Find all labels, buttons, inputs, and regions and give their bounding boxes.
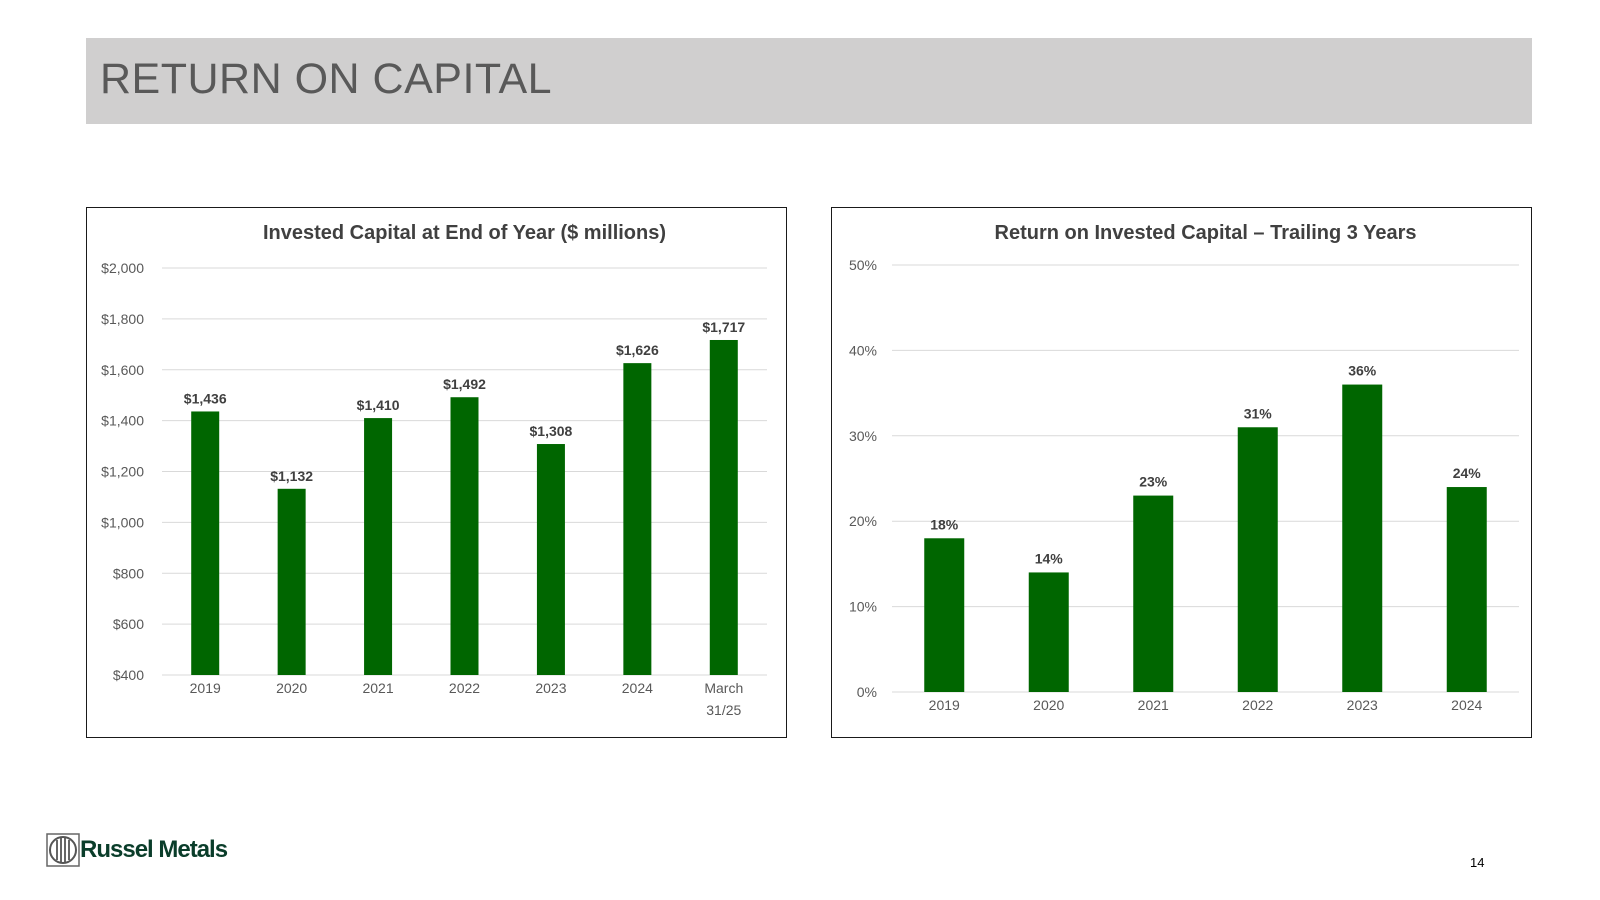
y-tick-label: 40% bbox=[849, 342, 877, 358]
x-tick-label: 2020 bbox=[276, 680, 307, 696]
slide-title-band: RETURN ON CAPITAL bbox=[86, 38, 1532, 124]
bar bbox=[1133, 495, 1174, 692]
bar bbox=[709, 339, 738, 675]
x-tick-label-line: 31/25 bbox=[706, 702, 741, 718]
x-tick-label: March 31/25 bbox=[704, 680, 743, 718]
data-label: $1,626 bbox=[616, 342, 659, 358]
y-tick-label: 50% bbox=[849, 257, 877, 273]
data-label: $1,410 bbox=[357, 397, 400, 413]
bar bbox=[450, 397, 479, 675]
bar bbox=[924, 538, 965, 692]
bar bbox=[1342, 384, 1383, 692]
x-tick-label-line: 2021 bbox=[1138, 697, 1169, 713]
y-tick-label: $400 bbox=[113, 667, 144, 683]
data-label: 18% bbox=[930, 516, 959, 532]
bar bbox=[1446, 487, 1487, 692]
bar bbox=[277, 488, 306, 675]
bar bbox=[1237, 427, 1278, 692]
x-tick-label: 2021 bbox=[1138, 697, 1169, 713]
company-logo: Russel Metals bbox=[46, 832, 228, 868]
bar bbox=[536, 444, 565, 675]
x-tick-label-line: 2024 bbox=[1451, 697, 1482, 713]
x-tick-label-line: 2021 bbox=[362, 680, 393, 696]
y-tick-label: 30% bbox=[849, 428, 877, 444]
y-tick-label: $800 bbox=[113, 565, 144, 581]
x-tick-label-line: 2020 bbox=[276, 680, 307, 696]
bar bbox=[364, 418, 393, 675]
bar bbox=[623, 363, 652, 675]
y-tick-label: $1,000 bbox=[101, 514, 144, 530]
x-tick-label-line: 2023 bbox=[535, 680, 566, 696]
data-label: 36% bbox=[1348, 363, 1377, 379]
data-label: $1,717 bbox=[702, 319, 745, 335]
data-label: $1,436 bbox=[184, 390, 227, 406]
invested-capital-chart-panel: Invested Capital at End of Year ($ milli… bbox=[86, 207, 787, 738]
logo-mark-icon bbox=[46, 833, 80, 867]
x-tick-label-line: 2022 bbox=[1242, 697, 1273, 713]
logo-text: Russel Metals bbox=[80, 836, 228, 863]
x-tick-label-line: 2019 bbox=[929, 697, 960, 713]
roic-chart-panel: Return on Invested Capital – Trailing 3 … bbox=[831, 207, 1532, 738]
chart-title: Return on Invested Capital – Trailing 3 … bbox=[995, 222, 1417, 244]
page-number: 14 bbox=[1470, 855, 1485, 870]
x-tick-label-line: 2024 bbox=[622, 680, 653, 696]
y-tick-label: 10% bbox=[849, 599, 877, 615]
x-tick-label-line: 2020 bbox=[1033, 697, 1064, 713]
x-tick-label: 2021 bbox=[362, 680, 393, 696]
y-tick-label: $1,800 bbox=[101, 311, 144, 327]
roic-chart: Return on Invested Capital – Trailing 3 … bbox=[849, 222, 1519, 713]
slide-title: RETURN ON CAPITAL bbox=[100, 55, 553, 103]
data-label: $1,492 bbox=[443, 376, 486, 392]
y-tick-label: 20% bbox=[849, 513, 877, 529]
bar bbox=[191, 411, 220, 675]
x-tick-label: 2024 bbox=[622, 680, 653, 696]
x-tick-label-line: 2022 bbox=[449, 680, 480, 696]
data-label: $1,308 bbox=[530, 423, 573, 439]
data-label: 24% bbox=[1453, 465, 1482, 481]
invested-capital-chart: Invested Capital at End of Year ($ milli… bbox=[101, 222, 767, 718]
x-tick-label: 2020 bbox=[1033, 697, 1064, 713]
y-tick-label: $1,600 bbox=[101, 362, 144, 378]
x-tick-label-line: 2023 bbox=[1347, 697, 1378, 713]
y-tick-label: $1,400 bbox=[101, 413, 144, 429]
y-tick-label: $600 bbox=[113, 616, 144, 632]
data-label: 31% bbox=[1244, 405, 1273, 421]
x-tick-label: 2019 bbox=[929, 697, 960, 713]
chart-title: Invested Capital at End of Year ($ milli… bbox=[263, 222, 666, 244]
y-tick-label: $1,200 bbox=[101, 464, 144, 480]
y-tick-label: $2,000 bbox=[101, 260, 144, 276]
x-tick-label: 2023 bbox=[1347, 697, 1378, 713]
bar bbox=[1028, 572, 1069, 692]
x-tick-label-line: 2019 bbox=[190, 680, 221, 696]
y-tick-label: 0% bbox=[857, 684, 877, 700]
data-label: 23% bbox=[1139, 474, 1168, 490]
x-tick-label-line: March bbox=[704, 680, 743, 696]
x-tick-label: 2019 bbox=[190, 680, 221, 696]
data-label: $1,132 bbox=[270, 468, 313, 484]
data-label: 14% bbox=[1035, 550, 1064, 566]
x-tick-label: 2022 bbox=[1242, 697, 1273, 713]
x-tick-label: 2024 bbox=[1451, 697, 1482, 713]
x-tick-label: 2022 bbox=[449, 680, 480, 696]
x-tick-label: 2023 bbox=[535, 680, 566, 696]
